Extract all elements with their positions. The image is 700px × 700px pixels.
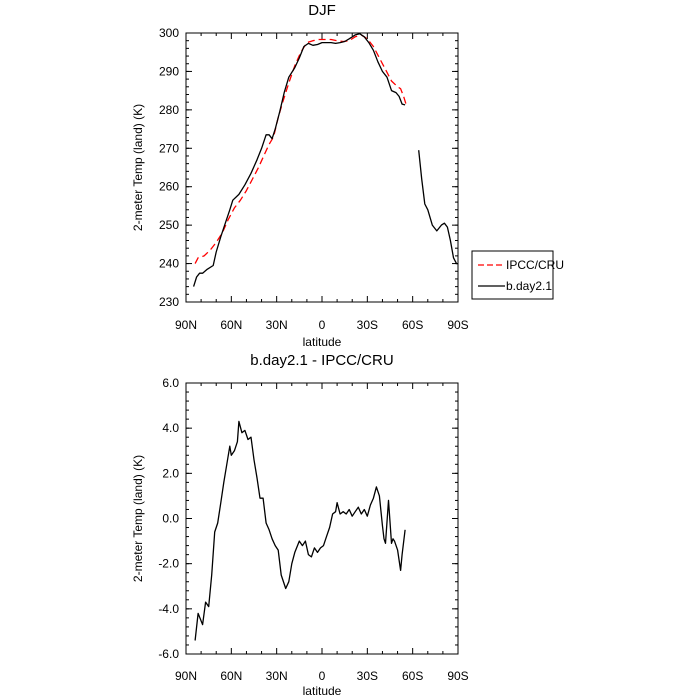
y-tick-label: 290: [159, 64, 179, 78]
chart-title: DJF: [308, 2, 336, 19]
plot-frame: [185, 32, 459, 303]
y-axis-label: 2-meter Temp (land) (K): [131, 455, 145, 582]
legend: IPCC/CRU b.day2.1: [471, 250, 564, 300]
x-tick-label: 60S: [402, 669, 423, 683]
x-tick-label: 90N: [175, 669, 197, 683]
y-tick-label: 300: [159, 26, 179, 40]
series-line-difference: [194, 420, 406, 641]
x-tick-label: 0: [319, 318, 326, 332]
legend-box: [471, 250, 554, 300]
chart-panel-1: DJF 90N 60N 30N 0 30S 60S 90S 230 240 250 260 270 280…: [131, 2, 469, 349]
x-tick-label: 30S: [357, 669, 378, 683]
x-tick-label: 0: [319, 669, 326, 683]
series-line-ipcc-cru: [194, 34, 408, 264]
y-tick-label: -4.0: [158, 602, 179, 616]
x-tick-label: 30S: [357, 318, 378, 332]
series-line-b-day2-1: [192, 33, 406, 287]
plot-frame: [185, 382, 459, 655]
y-tick-label: 260: [159, 180, 179, 194]
x-tick-label: 30N: [266, 318, 288, 332]
y-axis-label: 2-meter Temp (land) (K): [131, 104, 145, 231]
x-tick-label: 60N: [220, 318, 242, 332]
y-tick-label: 280: [159, 103, 179, 117]
x-axis-label: latitude: [303, 684, 342, 698]
x-tick-label: 60S: [402, 318, 423, 332]
y-tick-label: 0.0: [162, 512, 179, 526]
y-tick-label: 230: [159, 295, 179, 309]
x-tick-label: 30N: [266, 669, 288, 683]
x-tick-label: 90N: [175, 318, 197, 332]
legend-label: IPCC/CRU: [506, 258, 564, 272]
series-line-b-day2-1: [418, 150, 458, 265]
y-tick-label: 250: [159, 218, 179, 232]
y-tick-label: 4.0: [162, 421, 179, 435]
x-tick-label: 90S: [447, 669, 468, 683]
x-axis-label: latitude: [303, 335, 342, 349]
x-tick-label: 60N: [220, 669, 242, 683]
chart-panel-2: b.day2.1 - IPCC/CRU 90N 60N 30N 0 30S 60S 90S 6.…: [131, 352, 469, 698]
x-tick-label: 90S: [447, 318, 468, 332]
y-tick-label: -6.0: [158, 647, 179, 661]
y-tick-label: 240: [159, 257, 179, 271]
y-tick-label: 6.0: [162, 376, 179, 390]
chart-title: b.day2.1 - IPCC/CRU: [250, 352, 393, 369]
y-tick-label: 2.0: [162, 466, 179, 480]
y-tick-label: -2.0: [158, 557, 179, 571]
legend-label: b.day2.1: [506, 279, 552, 293]
y-tick-label: 270: [159, 141, 179, 155]
